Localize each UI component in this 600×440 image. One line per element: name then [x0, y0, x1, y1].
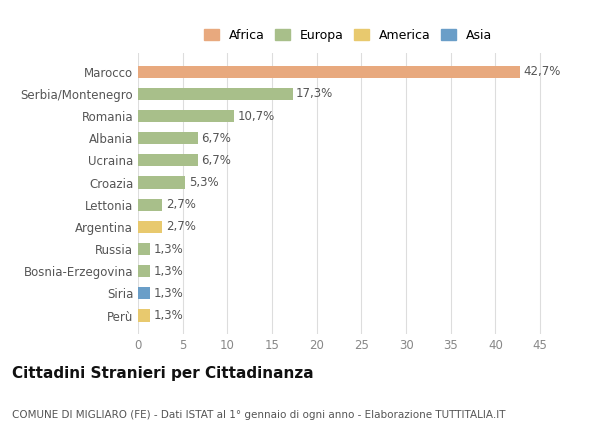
Bar — [138, 287, 149, 300]
Text: 2,7%: 2,7% — [166, 198, 196, 211]
Text: 1,3%: 1,3% — [153, 309, 183, 322]
Bar — [138, 221, 162, 233]
Text: COMUNE DI MIGLIARO (FE) - Dati ISTAT al 1° gennaio di ogni anno - Elaborazione T: COMUNE DI MIGLIARO (FE) - Dati ISTAT al … — [12, 410, 505, 420]
Bar — [138, 243, 149, 255]
Bar — [138, 132, 198, 144]
Text: 6,7%: 6,7% — [202, 132, 232, 145]
Bar — [138, 198, 162, 211]
Text: 5,3%: 5,3% — [189, 176, 218, 189]
Text: 6,7%: 6,7% — [202, 154, 232, 167]
Bar — [138, 88, 293, 100]
Bar — [138, 176, 185, 189]
Text: 10,7%: 10,7% — [237, 110, 274, 122]
Text: Cittadini Stranieri per Cittadinanza: Cittadini Stranieri per Cittadinanza — [12, 367, 314, 381]
Bar — [138, 154, 198, 166]
Text: 1,3%: 1,3% — [153, 287, 183, 300]
Bar — [138, 66, 520, 78]
Bar — [138, 309, 149, 322]
Text: 2,7%: 2,7% — [166, 220, 196, 233]
Bar — [138, 110, 233, 122]
Text: 17,3%: 17,3% — [296, 88, 334, 100]
Text: 42,7%: 42,7% — [523, 65, 560, 78]
Bar — [138, 265, 149, 277]
Text: 1,3%: 1,3% — [153, 265, 183, 278]
Legend: Africa, Europa, America, Asia: Africa, Europa, America, Asia — [200, 25, 496, 46]
Text: 1,3%: 1,3% — [153, 242, 183, 256]
